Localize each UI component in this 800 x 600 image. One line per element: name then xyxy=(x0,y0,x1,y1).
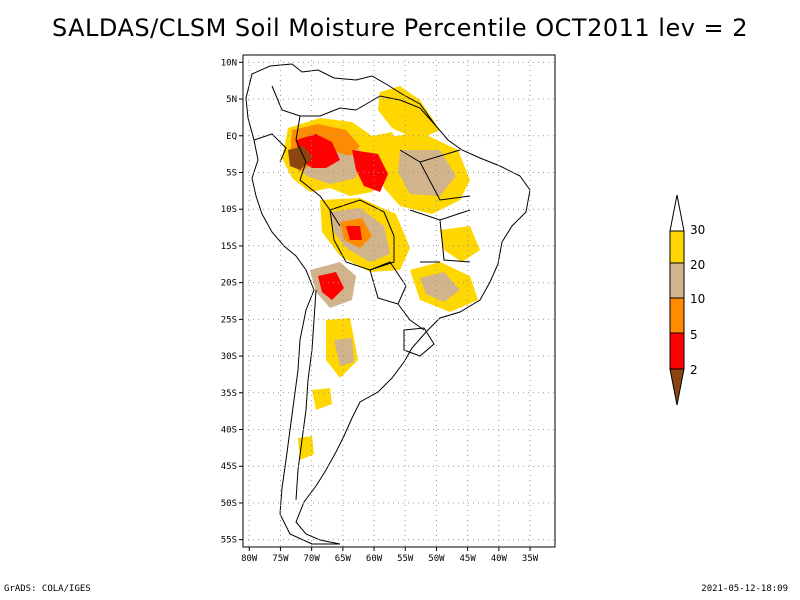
field-region-chaco-red xyxy=(318,272,344,300)
footer-timestamp: 2021-05-12-18:09 xyxy=(701,584,788,594)
y-tick-label: 40S xyxy=(221,426,237,436)
border-argentina-chile xyxy=(295,289,317,501)
footer-credit: GrADS: COLA/IGES xyxy=(4,584,91,594)
border-argentina-brazil xyxy=(397,303,425,331)
y-tick-label: 5S xyxy=(226,168,237,178)
border-peru-brazil xyxy=(299,179,341,227)
colorbar-label-10: 10 xyxy=(690,292,706,306)
colorbar-label-20: 20 xyxy=(690,258,706,272)
map-frame xyxy=(242,54,556,548)
colorbar-cap-bottom xyxy=(669,368,685,406)
field-region-east-brazil xyxy=(440,226,480,262)
colorbar-cap-top xyxy=(669,194,685,232)
border-colombia-venezuela xyxy=(271,85,357,117)
x-tick-label: 75W xyxy=(272,554,289,564)
y-tick-label: 50S xyxy=(221,499,237,509)
border-paraguay xyxy=(369,261,407,305)
border-uruguay xyxy=(403,327,435,357)
colorbar-swatch-5-10 xyxy=(669,297,685,334)
field-region-para-tan xyxy=(398,150,456,196)
border-brazil-states xyxy=(399,149,471,263)
field-region-patagonia-south xyxy=(298,436,314,460)
x-tick-label: 50W xyxy=(428,554,445,564)
soil-moisture-field xyxy=(282,86,480,460)
border-bolivia xyxy=(329,199,395,271)
field-region-amazon-brown xyxy=(288,146,312,170)
field-region-amazon-red-east xyxy=(352,150,388,192)
y-tick-label: 25S xyxy=(221,315,237,325)
x-tick-label: 40W xyxy=(491,554,508,564)
field-region-guianas xyxy=(378,86,440,140)
y-tick-label: 15S xyxy=(221,242,237,252)
field-region-bolivia-red xyxy=(346,226,362,240)
colorbar-label-5: 5 xyxy=(690,328,698,342)
colorbar-swatch-20-30 xyxy=(669,230,685,264)
x-tick-label: 65W xyxy=(335,554,352,564)
y-tick-label: 10S xyxy=(221,205,237,215)
border-guianas xyxy=(355,95,437,127)
x-tick-label: 80W xyxy=(241,554,258,564)
x-tick-label: 70W xyxy=(304,554,321,564)
y-axis-ticks: 10N 5N EQ 5S 10S 15S 20S 25S 30S 35S 40S 45S 50S 55S xyxy=(221,58,243,546)
country-borders xyxy=(245,63,531,545)
colorbar-label-2: 2 xyxy=(690,363,698,377)
y-tick-label: 35S xyxy=(221,389,237,399)
y-tick-label: 30S xyxy=(221,352,237,362)
map-title: SALDAS/CLSM Soil Moisture Percentile OCT… xyxy=(51,14,749,42)
x-tick-label: 60W xyxy=(366,554,383,564)
x-axis-ticks: 80W 75W 70W 65W 60W 55W 50W 45W 40W 35W xyxy=(241,547,539,564)
field-region-argentina-tan xyxy=(334,338,354,366)
x-tick-label: 45W xyxy=(460,554,477,564)
y-tick-label: 10N xyxy=(221,58,237,68)
y-tick-label: 45S xyxy=(221,462,237,472)
border-colombia-brazil xyxy=(295,115,307,181)
x-tick-label: 55W xyxy=(397,554,414,564)
border-ecuador xyxy=(253,133,287,163)
graticule xyxy=(243,55,555,547)
y-tick-label: EQ xyxy=(226,132,237,142)
y-tick-label: 5N xyxy=(226,95,237,105)
x-tick-label: 35W xyxy=(522,554,539,564)
y-tick-label: 20S xyxy=(221,279,237,289)
field-region-patagonia-north xyxy=(312,388,332,410)
colorbar xyxy=(669,194,685,406)
colorbar-swatch-10-20 xyxy=(669,262,685,299)
colorbar-swatch-2-5 xyxy=(669,332,685,370)
field-region-se-brazil-tan xyxy=(420,272,460,302)
colorbar-label-30: 30 xyxy=(690,223,706,237)
continent-outline xyxy=(245,63,531,545)
y-tick-label: 55S xyxy=(221,536,237,546)
